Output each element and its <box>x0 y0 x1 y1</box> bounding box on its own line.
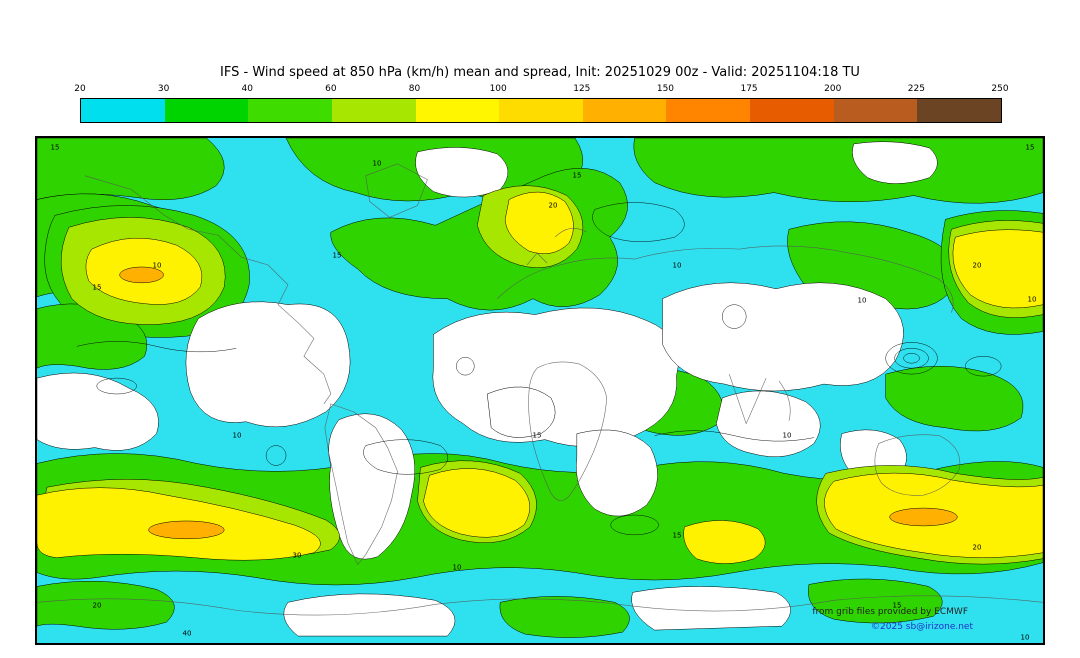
attribution-copyright: ©2025 sb@irizone.net <box>871 622 973 632</box>
wind-fill-calm-white-layer <box>37 141 938 637</box>
colorbar-tick-label: 250 <box>991 84 1009 94</box>
colorbar-segment <box>415 99 500 122</box>
world-map: 15 10 15 15 20 10 15 10 20 10 10 15 10 15 10 30 15 10 20 20… <box>35 136 1045 645</box>
wind-fill-orange-layer <box>119 266 958 540</box>
colorbar-segment <box>248 99 332 122</box>
colorbar-tick-label: 125 <box>573 84 591 94</box>
colorbar-tick-label: 150 <box>656 84 675 94</box>
colorbar-segment <box>917 99 1002 122</box>
coastline-layer <box>37 163 1043 616</box>
attribution-ecmwf: from grib files provided by ECMWF <box>812 607 968 617</box>
colorbar-segment <box>833 99 918 122</box>
colorbar: 20 30 40 60 80 100 125 150 175 200 225 250 <box>74 84 1009 123</box>
colorbar-segment <box>750 99 834 122</box>
contour-line-layer <box>76 202 1002 536</box>
colorbar-gradient <box>80 98 1002 123</box>
colorbar-tick-label: 40 <box>241 84 253 94</box>
colorbar-tick-label: 225 <box>907 84 925 94</box>
colorbar-tick-label: 175 <box>740 84 758 94</box>
colorbar-ticks: 20 30 40 60 80 100 125 150 175 200 225 250 <box>74 84 1008 96</box>
colorbar-tick-label: 20 <box>74 84 86 94</box>
colorbar-tick-label: 30 <box>157 84 170 94</box>
colorbar-tick-label: 100 <box>489 84 507 94</box>
wind-speed-map-svg <box>37 138 1043 643</box>
colorbar-segment <box>499 99 583 122</box>
colorbar-tick-label: 200 <box>824 84 842 94</box>
colorbar-segment <box>582 99 667 122</box>
colorbar-segment <box>331 99 416 122</box>
colorbar-tick-label: 60 <box>325 84 337 94</box>
chart-title: IFS - Wind speed at 850 hPa (km/h) mean … <box>220 65 860 80</box>
colorbar-tick-label: 80 <box>408 84 421 94</box>
colorbar-segment <box>666 99 751 122</box>
colorbar-segment <box>164 99 249 122</box>
wind-fill-yellow-layer <box>37 191 1043 564</box>
colorbar-segment <box>81 99 165 122</box>
